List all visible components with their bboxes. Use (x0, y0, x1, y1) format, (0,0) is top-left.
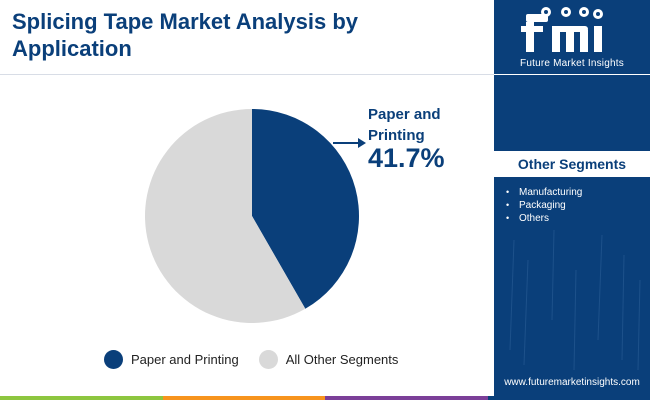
fmi-logo-mark (521, 7, 603, 52)
legend: Paper and Printing All Other Segments (104, 349, 418, 369)
other-segments-list: Manufacturing Packaging Others (506, 186, 582, 225)
legend-label: Paper and Printing (131, 351, 239, 367)
pie-slice-paper-and-printing (252, 109, 359, 309)
bottom-bar-segment (487, 396, 650, 400)
callout-arrow (333, 138, 366, 148)
legend-label: All Other Segments (285, 351, 399, 367)
bottom-bar-segment (0, 396, 163, 400)
bottom-bar-segment (162, 396, 325, 400)
callout-label: Paper and Printing (368, 106, 441, 144)
segment-item: Packaging (506, 199, 582, 212)
sidebar-divider (494, 74, 650, 75)
legend-swatch-other-segments (258, 349, 278, 369)
logo-caption: Future Market Insights (520, 58, 624, 69)
legend-item-paper-printing: Paper and Printing (104, 349, 239, 369)
sidebar: Future Market Insights Other Segments Ma… (494, 0, 650, 396)
callout-value: 41.7% (368, 143, 445, 173)
background-texture (509, 230, 641, 370)
other-segments-heading: Other Segments (494, 151, 650, 177)
legend-swatch-paper-printing (104, 349, 123, 369)
chart-title: Splicing Tape Market Analysis by Applica… (12, 9, 358, 61)
segment-item: Manufacturing (506, 186, 582, 199)
pie-chart (144, 108, 366, 323)
website-url: www.futuremarketinsights.com (504, 377, 640, 388)
title-divider (0, 74, 494, 75)
bottom-bar-segment (325, 396, 488, 400)
fmi-logo: Future Market Insights (494, 0, 650, 74)
segment-item: Others (506, 212, 582, 225)
pie-slice-all-other-segments (144, 108, 306, 323)
bottom-color-bar (0, 396, 650, 400)
legend-item-other-segments: All Other Segments (258, 349, 399, 369)
